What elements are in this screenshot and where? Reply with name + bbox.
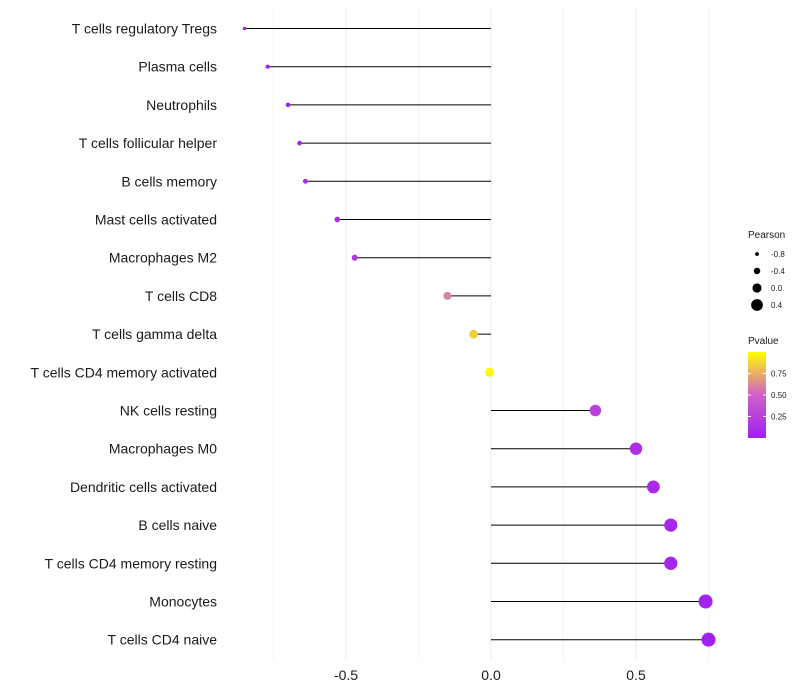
- category-label: Monocytes: [149, 594, 217, 610]
- lollipop-point: [297, 140, 302, 146]
- lollipop-point: [469, 329, 478, 339]
- grid-lines: [273, 8, 709, 660]
- pearson-legend-label: -0.4: [771, 267, 785, 276]
- lollipop-point: [265, 64, 270, 69]
- category-label: T cells CD8: [145, 288, 217, 304]
- lollipop-point: [485, 367, 495, 377]
- pearson-legend-label: 0.4: [771, 301, 783, 310]
- lollipop-point: [698, 594, 713, 609]
- lollipop-point: [664, 518, 678, 532]
- category-label: B cells naive: [138, 517, 217, 533]
- category-label: T cells regulatory Tregs: [72, 21, 217, 37]
- pearson-legend-key: [755, 252, 759, 256]
- category-label: B cells memory: [121, 173, 217, 189]
- lollipop-point: [443, 291, 452, 300]
- lollipop-point: [664, 556, 678, 570]
- x-tick-label: 0.5: [626, 667, 646, 683]
- lollipop-point: [285, 102, 291, 108]
- pearson-legend-label: -0.8: [771, 250, 785, 259]
- category-label: NK cells resting: [120, 403, 217, 419]
- lollipop-point: [351, 254, 358, 261]
- category-label: Mast cells activated: [95, 212, 217, 228]
- pvalue-legend-title: Pvalue: [748, 336, 779, 347]
- pvalue-legend-label: 0.75: [771, 370, 787, 379]
- x-tick-label: -0.5: [334, 667, 358, 683]
- pearson-legend-key: [752, 283, 762, 293]
- pvalue-legend-label: 0.25: [771, 413, 787, 422]
- category-label: Dendritic cells activated: [70, 479, 217, 495]
- x-axis-ticks: -0.5 0.0 0.5: [334, 667, 646, 683]
- lollipop-point: [701, 632, 716, 647]
- lollipop-point: [242, 26, 247, 31]
- category-label: T cells CD4 naive: [108, 632, 218, 648]
- lollipop-point: [646, 480, 660, 494]
- pearson-legend-label: 0.0: [771, 284, 783, 293]
- pvalue-colorbar: [748, 352, 766, 438]
- pearson-legend: Pearson -0.8 -0.4 0.0 0.4: [748, 230, 785, 311]
- lollipop-point: [302, 178, 308, 184]
- pearson-legend-title: Pearson: [748, 230, 785, 241]
- category-label: Neutrophils: [146, 97, 217, 113]
- category-label: Macrophages M0: [109, 441, 217, 457]
- chart-marks: [242, 26, 716, 647]
- category-label: T cells gamma delta: [92, 326, 217, 342]
- category-label: T cells follicular helper: [79, 135, 218, 151]
- lollipop-point: [629, 442, 643, 455]
- pearson-legend-key: [751, 299, 763, 311]
- pvalue-legend: Pvalue 0.25 0.50 0.75: [748, 336, 787, 438]
- pearson-legend-key: [753, 267, 761, 275]
- category-label: T cells CD4 memory resting: [45, 555, 217, 571]
- x-tick-label: 0.0: [481, 667, 501, 683]
- category-label: T cells CD4 memory activated: [31, 364, 217, 380]
- lollipop-point: [334, 216, 341, 223]
- category-label: Plasma cells: [138, 59, 217, 75]
- category-labels: T cells regulatory Tregs Plasma cells Neut…: [31, 21, 218, 648]
- pvalue-legend-label: 0.50: [771, 391, 787, 400]
- category-label: Macrophages M2: [109, 250, 217, 266]
- lollipop-point: [589, 404, 602, 417]
